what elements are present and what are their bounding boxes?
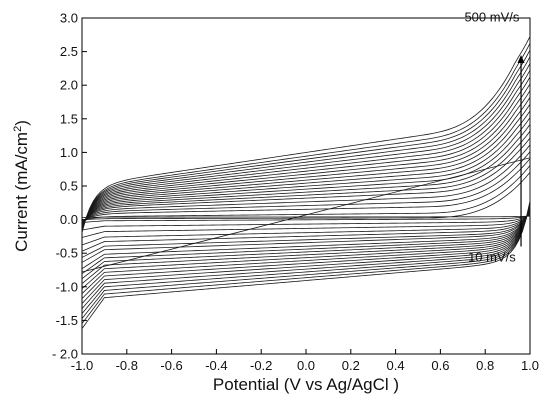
cv-curve-75-mVs	[81, 150, 531, 238]
y-axis-title-sup: 2	[12, 126, 24, 132]
y-axis-title: Current (mA/cm2)	[12, 120, 31, 252]
x-tick-label: 1.0	[521, 358, 539, 373]
y-tick-label: 3.0	[60, 11, 78, 26]
arrow-head-icon	[517, 54, 525, 63]
x-tick-labels: -1.0 -0.8 -0.6 -0.4 -0.2 0.0 0.2 0.4 0.6 0.8 1.0	[71, 358, 539, 373]
x-tick-label: -0.6	[160, 358, 182, 373]
cv-curve-375-mVs	[81, 68, 531, 304]
annotations: 500 mV/s 10 mV/s	[464, 9, 525, 264]
x-tick-label: 0.4	[387, 358, 405, 373]
cv-curve-150-mVs	[81, 130, 531, 258]
y-tick-label: 0.0	[60, 212, 78, 227]
y-tick-label: -0.5	[56, 246, 78, 261]
x-tick-label: 0.8	[476, 358, 494, 373]
y-tick-label: 0.5	[60, 179, 78, 194]
x-tick-label: -1.0	[71, 358, 93, 373]
x-tick-label: -0.4	[205, 358, 227, 373]
y-tick-labels: - 2.0 -1.5 -1.0 -0.5 0.0 0.5 1.0 1.5 2.0 2.5 3.0	[52, 11, 78, 362]
x-tick-label: -0.8	[116, 358, 138, 373]
x-tick-label: -0.2	[250, 358, 272, 373]
axis-ticks	[81, 17, 531, 355]
y-tick-label: 2.5	[60, 44, 78, 59]
x-tick-label: 0.2	[342, 358, 360, 373]
x-tick-label: 0.0	[297, 358, 315, 373]
y-tick-label: -1.5	[56, 313, 78, 328]
cv-curves	[81, 36, 531, 329]
cv-curve-125-mVs	[81, 136, 531, 252]
y-tick-label: 2.0	[60, 78, 78, 93]
y-axis-title-main: Current (mA/cm	[12, 132, 31, 252]
cv-curve-500-mVs	[81, 36, 531, 329]
y-tick-label: 1.5	[60, 111, 78, 126]
y-tick-label: - 2.0	[52, 347, 78, 362]
x-tick-label: 0.6	[431, 358, 449, 373]
diagonal-trace	[81, 157, 531, 273]
y-axis-title-close: )	[12, 120, 31, 126]
annotation-label: 500 mV/s	[464, 9, 519, 24]
annotation-label: 10 mV/s	[468, 249, 516, 264]
y-tick-label: 1.0	[60, 145, 78, 160]
y-tick-label: -1.0	[56, 279, 78, 294]
x-axis-title: Potential (V vs Ag/AgCl )	[213, 375, 399, 394]
